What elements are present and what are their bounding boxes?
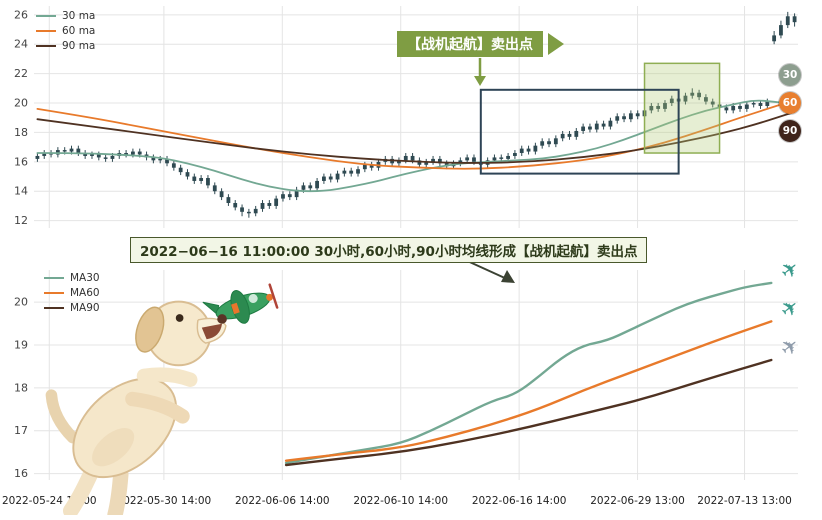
legend-item-60ma[interactable]: 60 ma [36, 25, 95, 37]
legend-label: 90 ma [62, 40, 96, 52]
x-axis-label: 2022-06-10 14:00 [353, 495, 448, 507]
MA60-line [284, 320, 773, 462]
dog-illustration [45, 300, 227, 515]
30ma-line [36, 99, 796, 193]
x-axis-label: 2022-06-06 14:00 [235, 495, 330, 507]
svg-text:14: 14 [14, 185, 28, 198]
ma60-swatch [36, 30, 56, 32]
x-axis-label: 2022-06-29 13:00 [590, 495, 685, 507]
svg-text:16: 16 [14, 467, 28, 480]
MA30-line [284, 281, 773, 465]
highlight-box [643, 62, 721, 154]
x-axis-label: 2022-07-13 13:00 [697, 495, 792, 507]
svg-text:20: 20 [14, 97, 28, 110]
legend-label: MA90 [70, 302, 100, 314]
svg-text:22: 22 [14, 67, 28, 80]
ma30-swatch [36, 15, 56, 17]
x-axis-label: 2022-06-16 14:00 [472, 495, 567, 507]
down-arrow-icon [474, 76, 486, 86]
svg-text:16: 16 [14, 155, 28, 168]
sell-point-callout: 【战机起航】卖出点 [397, 31, 543, 57]
svg-text:26: 26 [14, 8, 28, 21]
legend-item-ma30[interactable]: MA30 [44, 272, 100, 284]
plane-icon: ✈ [776, 294, 805, 324]
legend-label: MA60 [70, 287, 100, 299]
MA90-line [284, 358, 773, 467]
60ma-line [36, 99, 796, 170]
svg-text:17: 17 [14, 424, 28, 437]
ma-badge-90: 90 [779, 119, 801, 142]
ma-badge-30: 30 [779, 64, 801, 87]
legend-label: 60 ma [62, 25, 96, 37]
svg-text:12: 12 [14, 214, 28, 227]
legend-item-ma60[interactable]: MA60 [44, 287, 100, 299]
ma90-swatch [44, 307, 64, 309]
svg-text:18: 18 [14, 381, 28, 394]
legend-label: 30 ma [62, 10, 96, 22]
ma30-swatch [44, 277, 64, 279]
description-callout: 2022−06−16 11:00:00 30小时,60小时,90小时均线形成【战… [130, 237, 648, 263]
svg-text:24: 24 [14, 38, 28, 51]
ma90-swatch [36, 45, 56, 47]
svg-text:18: 18 [14, 126, 28, 139]
x-axis-label: 2022-05-30 14:00 [117, 495, 212, 507]
selection-box [479, 88, 680, 175]
candlestick-series [35, 11, 797, 218]
top-chart: 12 14 16 18 20 22 24 26 [14, 6, 798, 228]
sell-point-annotation: 【战机起航】卖出点 [397, 31, 564, 57]
toy-plane-icon [202, 283, 279, 324]
bottom-chart-legend: MA30 MA60 MA90 [44, 272, 100, 314]
plane-icon: ✈ [776, 332, 805, 362]
svg-text:20: 20 [14, 296, 28, 309]
plane-icon: ✈ [776, 258, 805, 285]
ma-badge-60: 60 [779, 92, 801, 115]
top-chart-legend: 30 ma 60 ma 90 ma [36, 10, 95, 52]
ma60-swatch [44, 292, 64, 294]
legend-item-90ma[interactable]: 90 ma [36, 40, 95, 52]
svg-text:19: 19 [14, 339, 28, 352]
right-arrow-icon [548, 33, 564, 55]
legend-item-ma90[interactable]: MA90 [44, 302, 100, 314]
legend-item-30ma[interactable]: 30 ma [36, 10, 95, 22]
90ma-line [36, 111, 796, 164]
legend-label: MA30 [70, 272, 100, 284]
